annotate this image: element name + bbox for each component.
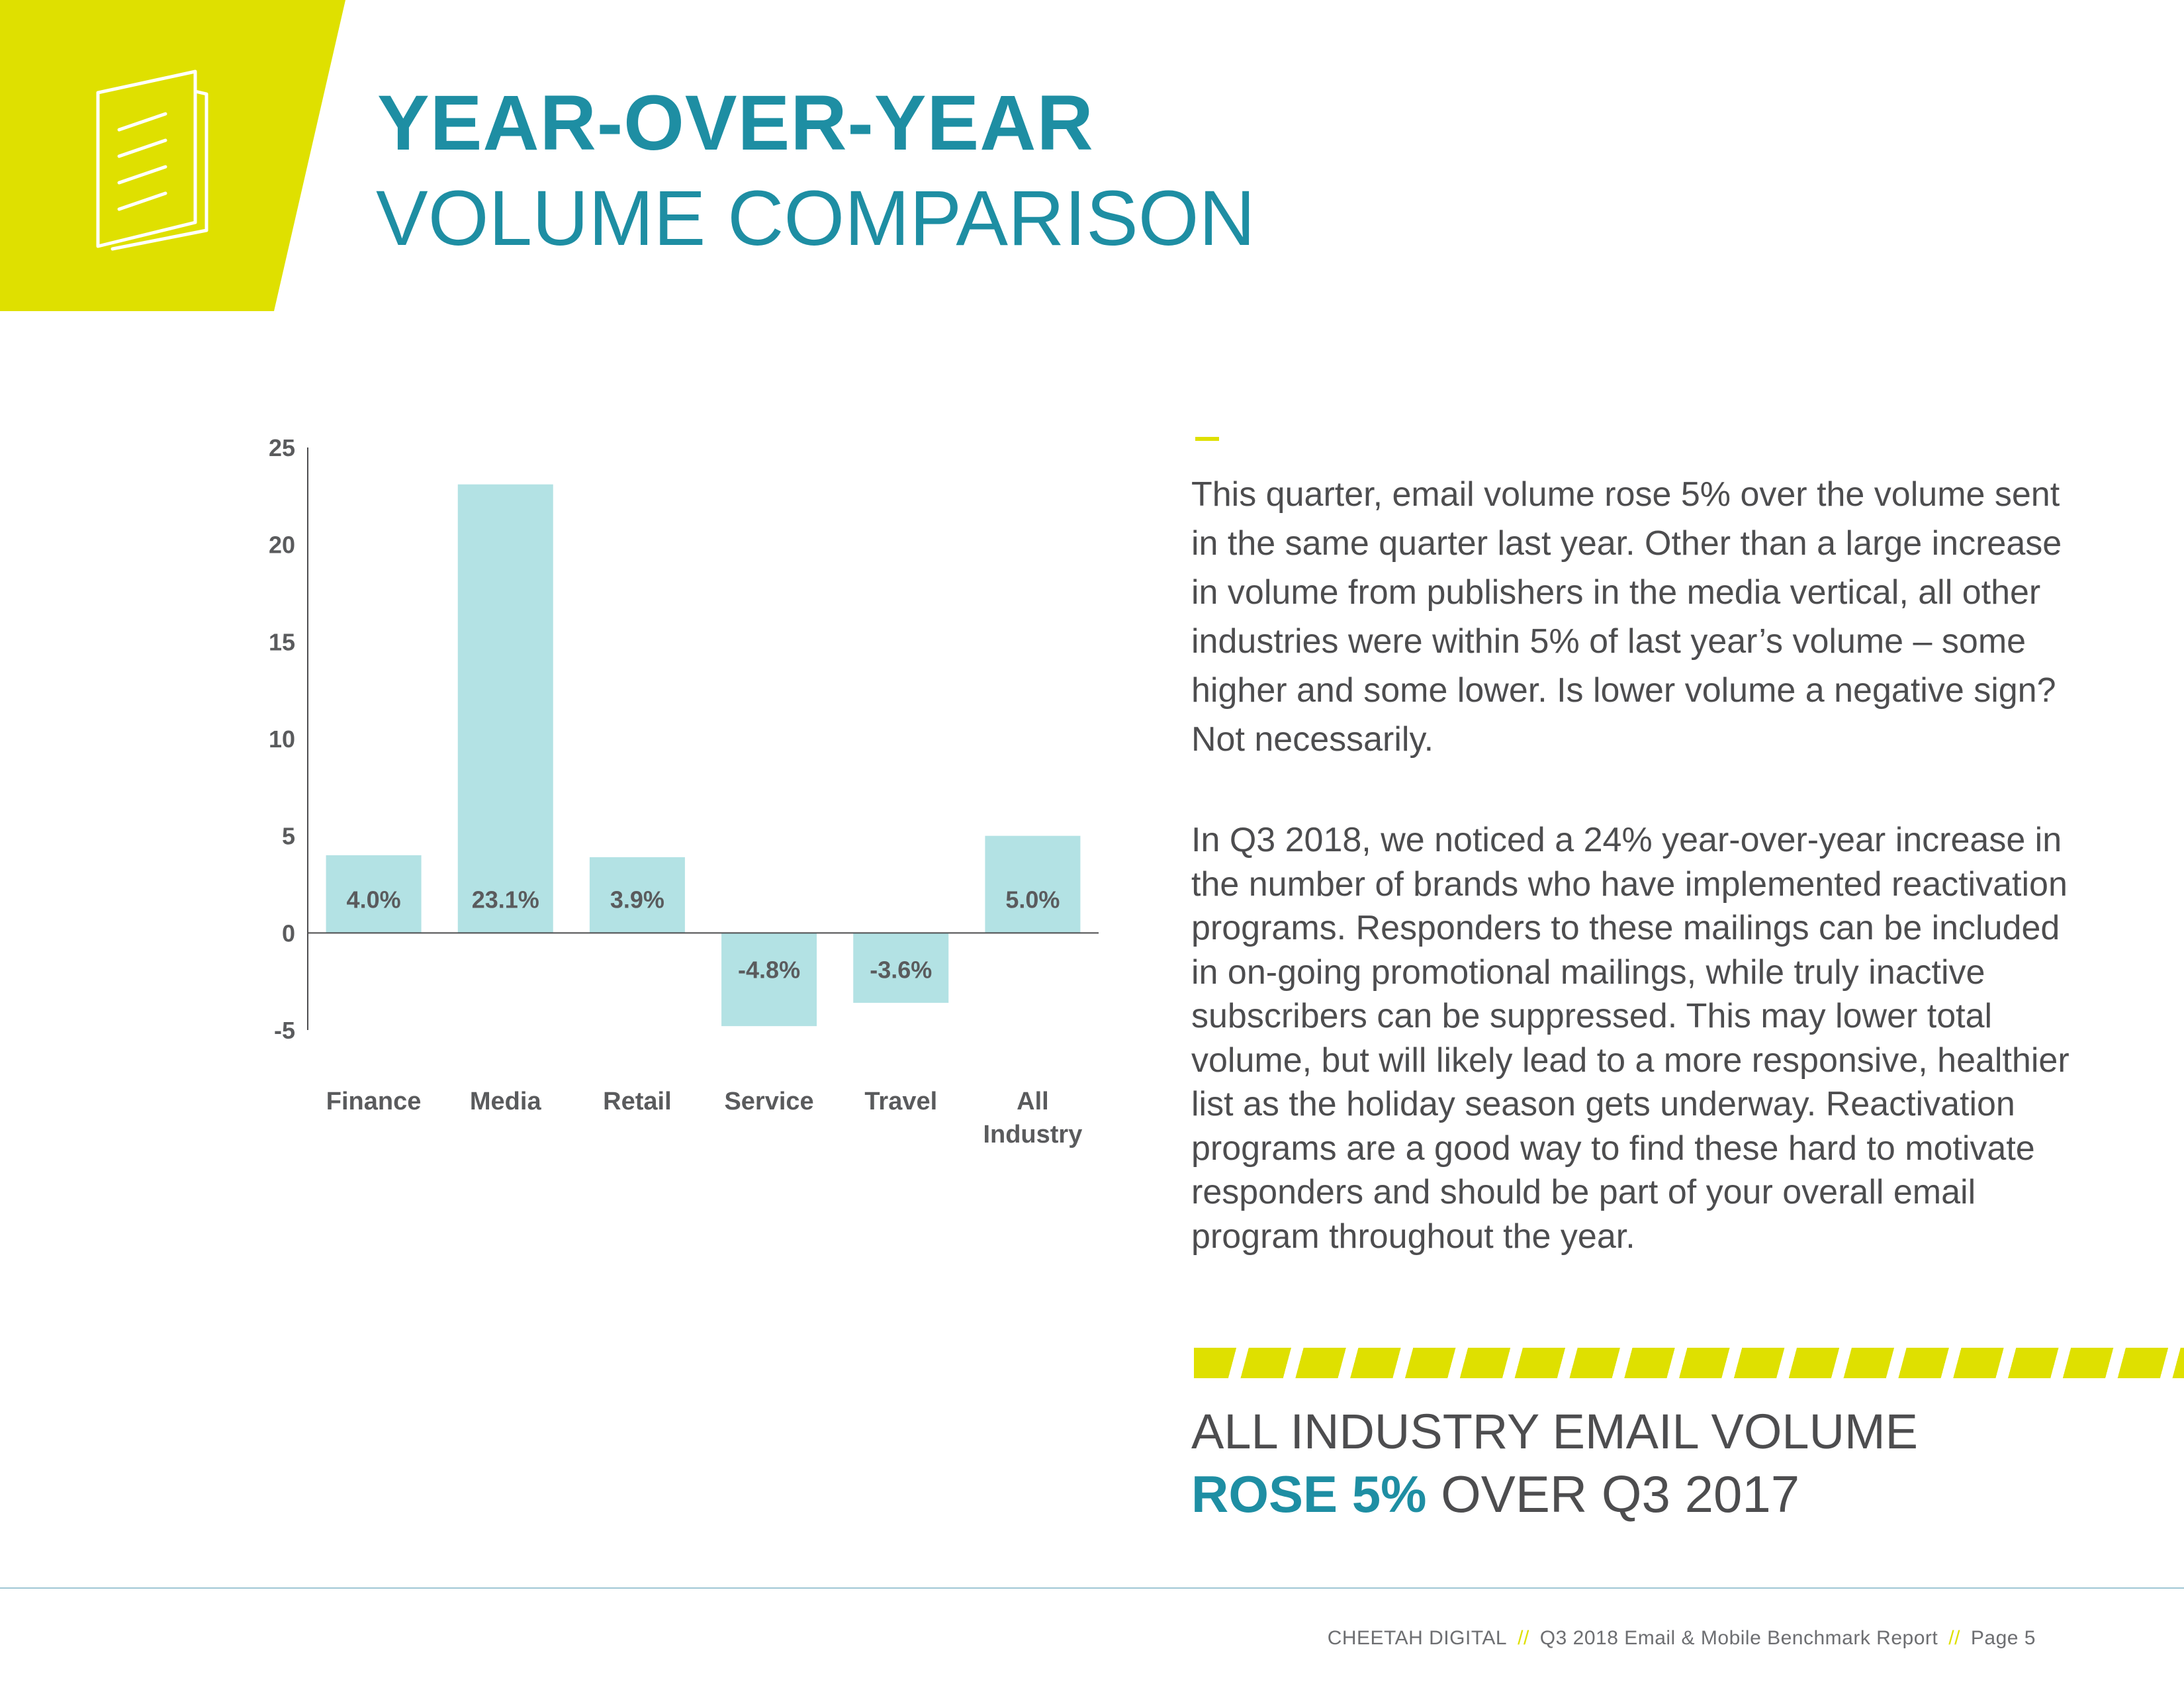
bar bbox=[721, 933, 817, 1027]
x-category-label: Retail bbox=[603, 1088, 671, 1115]
bar bbox=[326, 855, 422, 933]
page-title-light: VOLUME COMPARISON bbox=[376, 175, 1255, 262]
bar bbox=[853, 933, 949, 1003]
bar bbox=[457, 484, 553, 933]
y-tick-label: 0 bbox=[282, 919, 295, 947]
y-tick-label: 25 bbox=[269, 434, 295, 461]
callout-line-2: ROSE 5% OVER Q3 2017 bbox=[1191, 1464, 1799, 1524]
footer-separator: // bbox=[1518, 1627, 1529, 1649]
bar bbox=[985, 835, 1081, 933]
footer: CHEETAH DIGITAL // Q3 2018 Email & Mobile … bbox=[1328, 1627, 2036, 1650]
y-tick-label: 20 bbox=[269, 532, 295, 559]
y-tick-label: 5 bbox=[282, 823, 295, 850]
document-icon bbox=[96, 70, 208, 251]
y-tick-label: 15 bbox=[269, 628, 295, 655]
data-label: -3.6% bbox=[870, 956, 932, 983]
x-category-label: Industry bbox=[983, 1121, 1082, 1149]
x-category-label: Finance bbox=[326, 1088, 422, 1115]
y-tick-label: 10 bbox=[269, 726, 295, 753]
volume-bar-chart: 25 20 15 10 5 0 -5 4.0% 23.1% 3.9% -4.8% -3.6% 5.0% F… bbox=[269, 434, 1099, 1149]
callout-line-1: ALL INDUSTRY EMAIL VOLUME bbox=[1191, 1404, 1919, 1459]
x-category-label: Service bbox=[724, 1088, 813, 1115]
accent-dash bbox=[1195, 437, 1219, 441]
footer-separator: // bbox=[1948, 1627, 1960, 1649]
y-tick-label: -5 bbox=[274, 1017, 295, 1044]
body-paragraph-2: In Q3 2018, we noticed a 24% year-over-y… bbox=[1191, 821, 2070, 1256]
data-label: 5.0% bbox=[1005, 886, 1060, 913]
callout-highlight: ROSE 5% bbox=[1191, 1465, 1427, 1523]
data-label: 3.9% bbox=[610, 886, 664, 913]
body-paragraph-1: This quarter, email volume rose 5% over … bbox=[1191, 475, 2062, 759]
striped-divider bbox=[1194, 1348, 2184, 1378]
footer-page: Page 5 bbox=[1970, 1627, 2036, 1649]
x-category-label: All bbox=[1017, 1088, 1049, 1115]
bar bbox=[589, 857, 685, 933]
footer-company: CHEETAH DIGITAL bbox=[1327, 1627, 1508, 1649]
footer-report: Q3 2018 Email & Mobile Benchmark Report bbox=[1539, 1627, 1938, 1649]
x-category-label: Travel bbox=[864, 1088, 937, 1115]
footer-rule bbox=[0, 1587, 2184, 1589]
data-label: -4.8% bbox=[738, 956, 800, 983]
x-category-label: Media bbox=[470, 1088, 542, 1115]
callout-rest: OVER Q3 2017 bbox=[1426, 1465, 1800, 1523]
data-label: 23.1% bbox=[472, 886, 539, 913]
page-title-bold: YEAR-OVER-YEAR bbox=[377, 79, 1094, 167]
data-label: 4.0% bbox=[347, 886, 401, 913]
